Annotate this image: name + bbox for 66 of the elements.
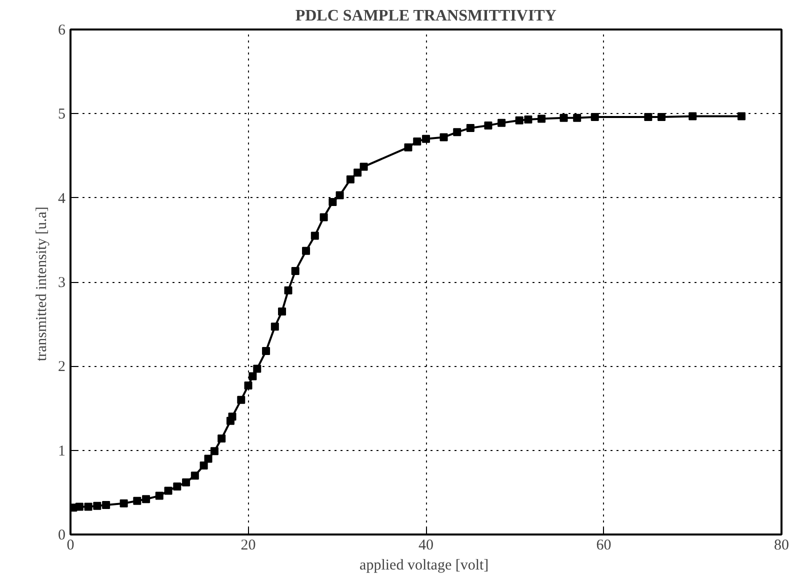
point: [84, 502, 92, 511]
point: [248, 372, 257, 380]
chart-title: PDLC SAMPLE TRANSMITTIVITY: [295, 8, 557, 24]
point: [484, 121, 492, 130]
point: [738, 112, 746, 120]
point: [262, 347, 270, 356]
point: [155, 492, 164, 500]
point: [404, 143, 412, 152]
point: [75, 502, 84, 511]
point: [644, 113, 652, 122]
y-tick-label: 0: [58, 528, 66, 544]
point: [93, 502, 102, 510]
point: [688, 112, 697, 120]
x-tick-label: 20: [240, 538, 256, 554]
point: [182, 478, 190, 486]
point: [200, 461, 208, 470]
point: [278, 307, 286, 316]
point: [291, 267, 300, 276]
point: [590, 113, 599, 122]
point: [204, 454, 212, 463]
point: [515, 116, 524, 124]
y-tick-label: 5: [58, 106, 66, 123]
point: [498, 118, 506, 127]
point: [328, 198, 337, 206]
point: [284, 286, 292, 294]
point: [413, 137, 422, 146]
point: [302, 246, 310, 255]
point: [320, 213, 328, 222]
point: [524, 116, 532, 124]
point: [253, 364, 262, 373]
x-axis-title: applied voltage [volt]: [360, 558, 489, 574]
point: [237, 396, 246, 404]
point: [538, 114, 546, 123]
point: [346, 175, 354, 184]
point: [228, 412, 236, 421]
point: [244, 382, 252, 390]
point: [354, 168, 362, 177]
point: [133, 496, 142, 505]
point: [218, 434, 226, 443]
point: [210, 447, 218, 456]
point: [336, 191, 344, 200]
point: [142, 495, 150, 504]
x-tick-label: 40: [418, 538, 434, 554]
point: [173, 482, 182, 491]
point: [560, 114, 568, 122]
point: [120, 499, 128, 508]
point: [164, 486, 172, 495]
x-tick-label: 60: [596, 538, 612, 554]
y-tick-label: 1: [58, 443, 66, 460]
x-tick-label: 80: [774, 538, 789, 554]
point: [573, 114, 582, 122]
point: [466, 124, 474, 132]
point: [440, 133, 448, 142]
point: [270, 322, 279, 331]
y-axis-title: transmitted intensity [u.a]: [34, 206, 50, 362]
y-tick-label: 3: [58, 275, 66, 291]
point: [658, 113, 666, 122]
y-tick-label: 2: [58, 359, 66, 376]
point: [453, 128, 462, 136]
point: [422, 134, 430, 143]
point: [102, 501, 110, 510]
point: [360, 162, 368, 171]
y-tick-label: 6: [58, 22, 66, 38]
y-tick-label: 4: [58, 190, 66, 207]
point: [310, 232, 319, 240]
point: [190, 472, 199, 480]
